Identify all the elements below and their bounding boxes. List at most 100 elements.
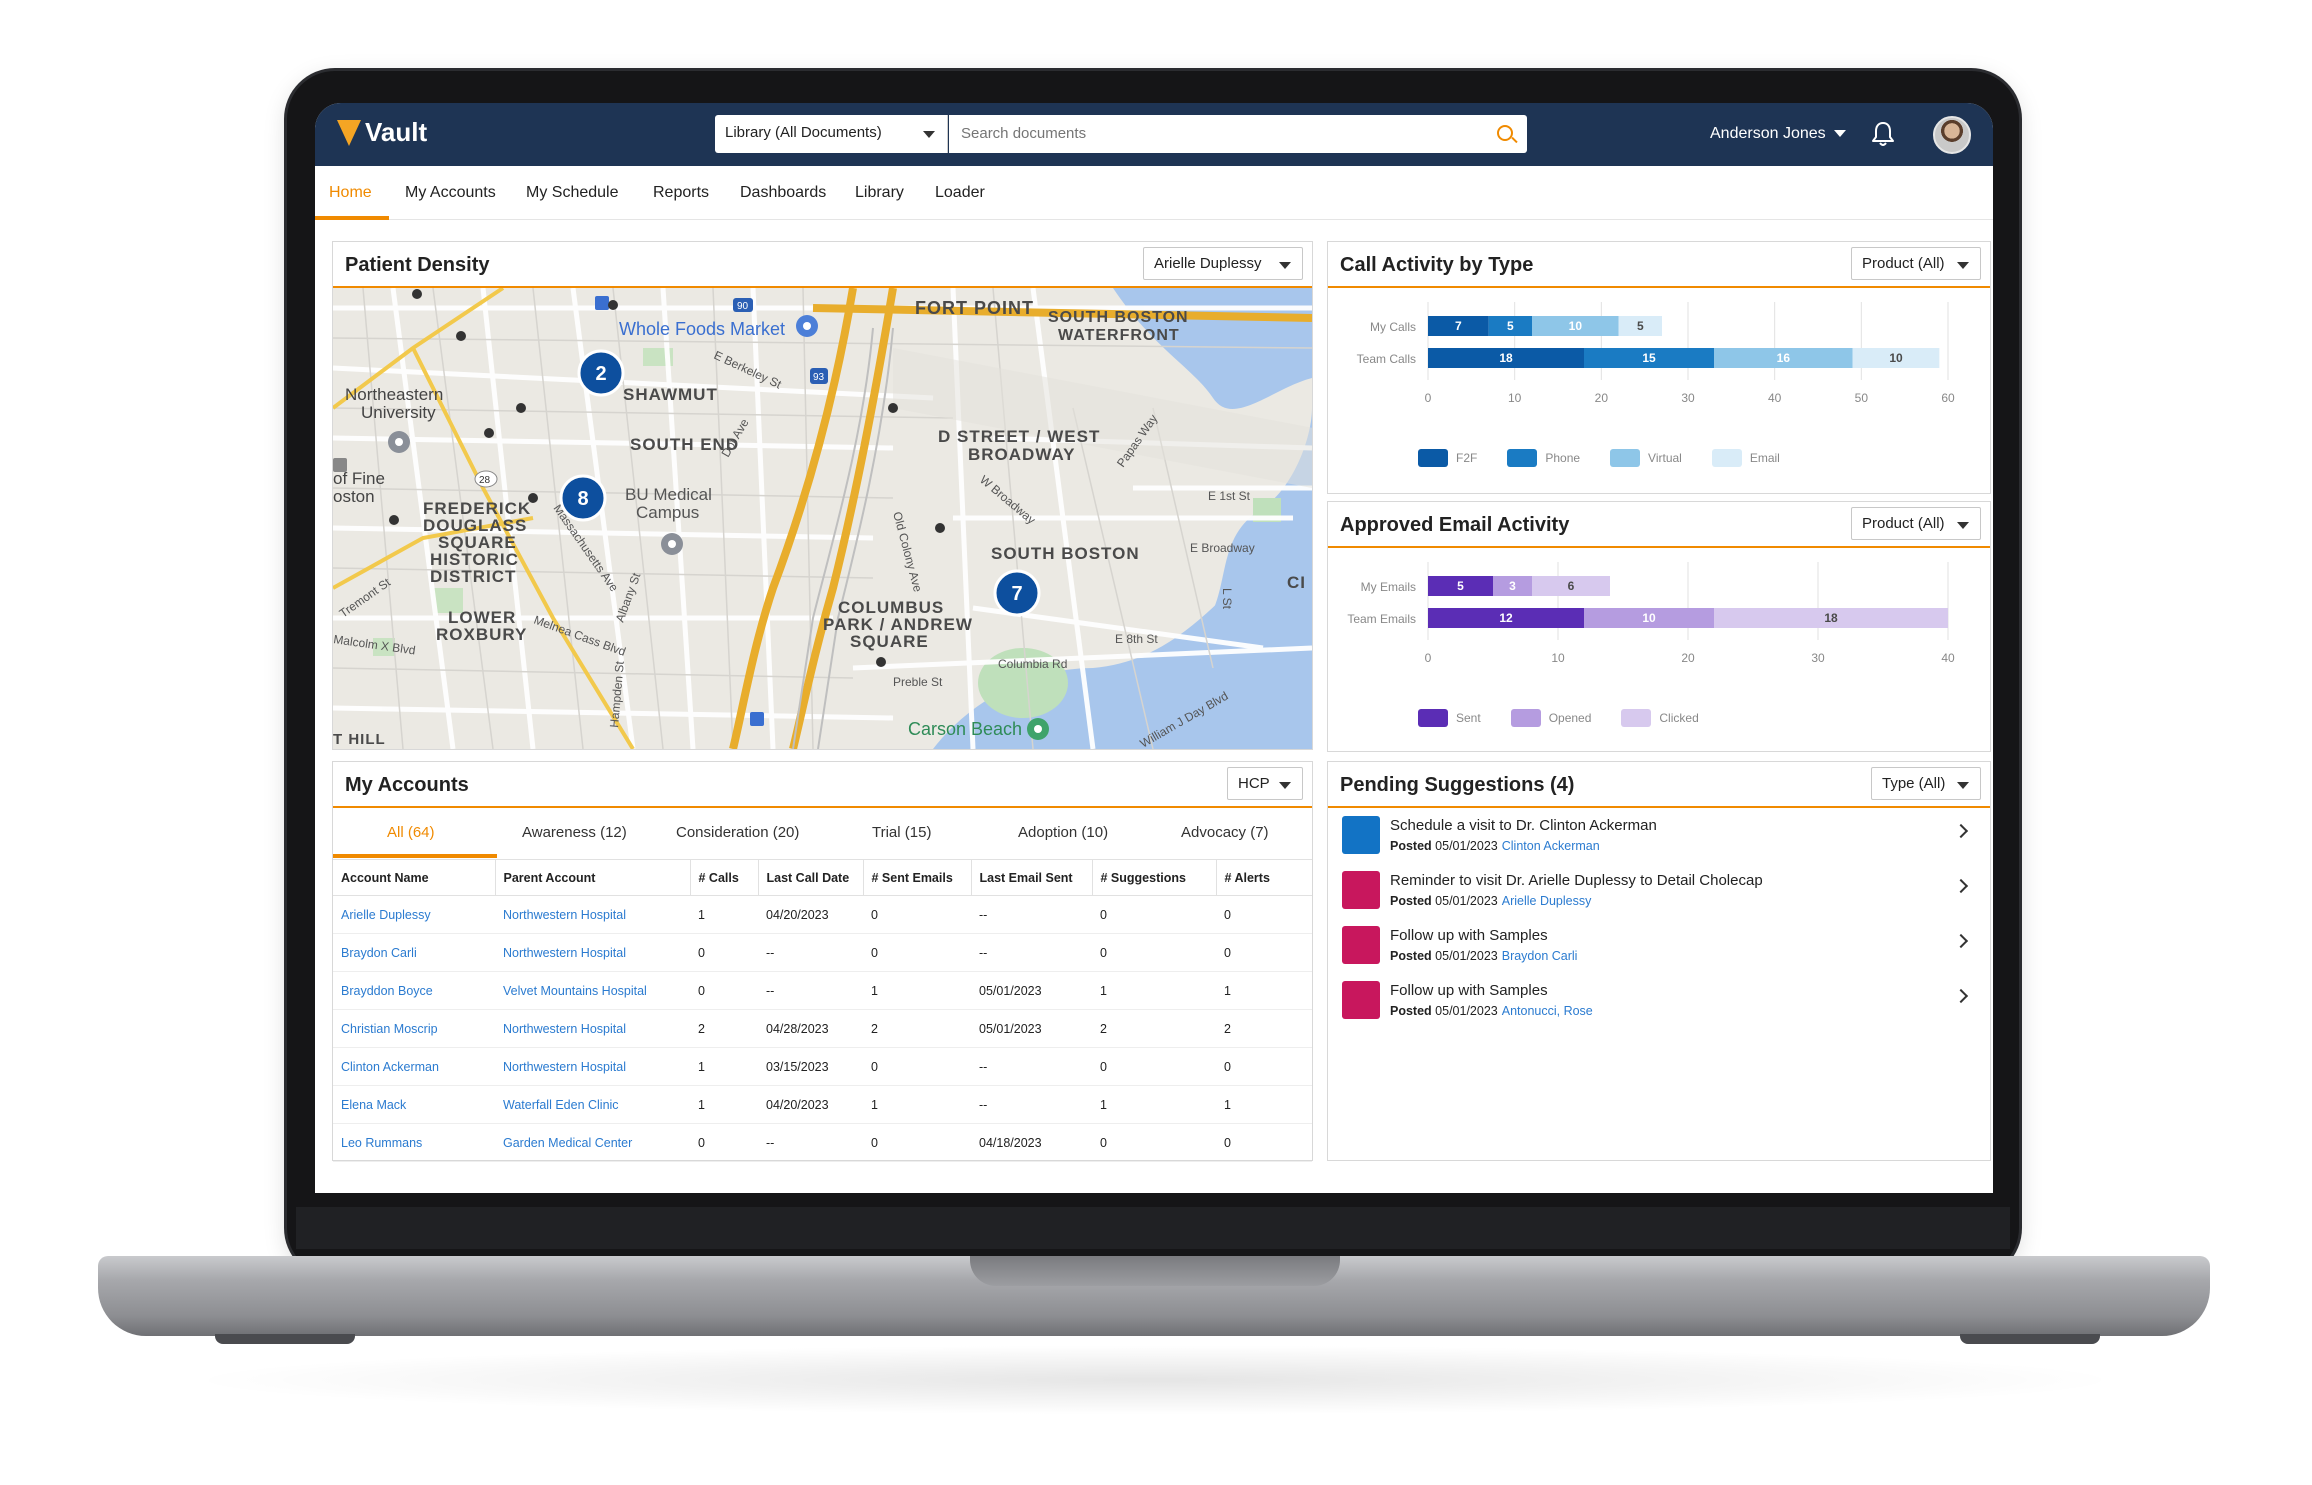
my-accounts-filter[interactable]: HCP (1227, 767, 1303, 800)
map-cluster-marker[interactable]: 8 (559, 474, 607, 522)
chevron-right-icon[interactable] (1953, 823, 1969, 839)
table-row[interactable]: Brayddon Boyce Velvet Mountains Hospital 0… (333, 971, 1312, 1010)
table-row[interactable]: Leo Rummans Garden Medical Center 0 -- 0 04/1… (333, 1123, 1312, 1162)
nav-library[interactable]: Library (855, 184, 904, 201)
parent-account-link[interactable]: Velvet Mountains Hospital (495, 971, 690, 1010)
suggestion-item[interactable]: Follow up with Samples Posted 05/01/2023 A… (1328, 973, 1992, 1028)
tab-adoption[interactable]: Adoption (10) (1018, 824, 1109, 841)
posted-label: Posted (1390, 894, 1432, 908)
suggestion-account-link[interactable]: Antonucci, Rose (1501, 1004, 1593, 1018)
vault-logo[interactable]: Vault (337, 117, 427, 148)
account-name-link[interactable]: Clinton Ackerman (333, 1047, 495, 1086)
account-name-link[interactable]: Arielle Duplessy (333, 895, 495, 934)
map-cluster-marker[interactable]: 2 (577, 349, 625, 397)
nav-loader[interactable]: Loader (935, 184, 985, 201)
suggestion-item[interactable]: Schedule a visit to Dr. Clinton Ackerman… (1328, 808, 1992, 863)
chevron-right-icon[interactable] (1953, 988, 1969, 1004)
bar-segment[interactable] (1493, 576, 1532, 596)
suggestion-account-link[interactable]: Clinton Ackerman (1501, 839, 1600, 853)
column-header[interactable]: # Alerts (1215, 859, 1312, 896)
account-name-link[interactable]: Elena Mack (333, 1085, 495, 1124)
bar-segment[interactable] (1618, 316, 1662, 336)
nav-home[interactable]: Home (329, 184, 372, 201)
bar-segment[interactable] (1488, 316, 1532, 336)
table-row[interactable]: Braydon Carli Northwestern Hospital 0 -- 0 --… (333, 933, 1312, 972)
table-row[interactable]: Elena Mack Waterfall Eden Clinic 1 04/20/20… (333, 1085, 1312, 1124)
account-name-link[interactable]: Brayddon Boyce (333, 971, 495, 1010)
map[interactable]: FORT POINT SOUTH BOSTON WATERFRONT SHAWM… (333, 288, 1312, 749)
table-cell: 2 (690, 1009, 758, 1048)
table-row[interactable]: Christian Moscrip Northwestern Hospital 2 0… (333, 1009, 1312, 1048)
parent-account-link[interactable]: Northwestern Hospital (495, 933, 690, 972)
bar-segment[interactable] (1428, 316, 1489, 336)
account-name-link[interactable]: Braydon Carli (333, 933, 495, 972)
column-header[interactable]: # Sent Emails (862, 859, 971, 896)
legend-item[interactable]: Opened (1510, 709, 1591, 727)
legend-item[interactable]: Phone (1507, 449, 1580, 467)
nav-my-accounts[interactable]: My Accounts (405, 184, 496, 201)
chevron-right-icon[interactable] (1953, 933, 1969, 949)
library-select[interactable]: Library (All Documents) (715, 115, 948, 153)
bar-segment[interactable] (1714, 608, 1948, 628)
account-name-link[interactable]: Leo Rummans (333, 1123, 495, 1162)
suggestion-item[interactable]: Follow up with Samples Posted 05/01/2023 B… (1328, 918, 1992, 973)
bar-segment[interactable] (1532, 316, 1619, 336)
chevron-right-icon[interactable] (1953, 878, 1969, 894)
parent-account-link[interactable]: Northwestern Hospital (495, 895, 690, 934)
search-input[interactable] (949, 115, 1469, 151)
tab-all[interactable]: All (64) (387, 824, 435, 841)
bar-segment[interactable] (1428, 348, 1584, 368)
suggestion-account-link[interactable]: Braydon Carli (1501, 949, 1578, 963)
bar-segment[interactable] (1852, 348, 1940, 368)
map-canvas[interactable]: FORT POINT SOUTH BOSTON WATERFRONT SHAWM… (333, 288, 1312, 749)
bar-segment[interactable] (1428, 576, 1493, 596)
column-header[interactable]: # Calls (689, 859, 758, 896)
account-name-link[interactable]: Christian Moscrip (333, 1009, 495, 1048)
table-cell: 0 (863, 1047, 971, 1086)
table-row[interactable]: Arielle Duplessy Northwestern Hospital 1 04… (333, 895, 1312, 934)
user-menu[interactable]: Anderson Jones (1710, 125, 1846, 143)
tab-advocacy[interactable]: Advocacy (7) (1181, 824, 1269, 841)
bar-segment[interactable] (1714, 348, 1853, 368)
parent-account-link[interactable]: Garden Medical Center (495, 1123, 690, 1162)
suggestion-item[interactable]: Reminder to visit Dr. Arielle Duplessy t… (1328, 863, 1992, 918)
legend-item[interactable]: F2F (1418, 449, 1477, 467)
avatar[interactable] (1933, 116, 1971, 154)
legend-swatch (1621, 709, 1652, 727)
tab-consideration[interactable]: Consideration (20) (676, 824, 800, 841)
email-activity-filter[interactable]: Product (All) (1851, 507, 1981, 540)
bar-value-label: 7 (1455, 319, 1462, 333)
search-icon[interactable] (1497, 125, 1513, 141)
bell-icon[interactable] (1871, 121, 1895, 147)
bar-segment[interactable] (1584, 348, 1714, 368)
map-pin-icon[interactable] (333, 296, 1049, 740)
parent-account-link[interactable]: Northwestern Hospital (495, 1047, 690, 1086)
legend-item[interactable]: Email (1711, 449, 1780, 467)
suggestion-account-link[interactable]: Arielle Duplessy (1501, 894, 1592, 908)
column-header[interactable]: # Suggestions (1091, 859, 1216, 896)
bar-segment[interactable] (1428, 608, 1584, 628)
bar-value-label: 12 (1499, 611, 1513, 625)
column-header[interactable]: Last Email Sent (970, 859, 1092, 896)
column-header[interactable]: Parent Account (494, 859, 690, 896)
call-activity-filter[interactable]: Product (All) (1851, 247, 1981, 280)
tab-trial[interactable]: Trial (15) (872, 824, 932, 841)
nav-my-schedule[interactable]: My Schedule (526, 184, 619, 201)
nav-dashboards[interactable]: Dashboards (740, 184, 827, 201)
bar-segment[interactable] (1584, 608, 1714, 628)
pending-suggestions-filter[interactable]: Type (All) (1871, 767, 1981, 800)
bar-segment[interactable] (1532, 576, 1610, 596)
parent-account-link[interactable]: Waterfall Eden Clinic (495, 1085, 690, 1124)
x-tick-label: 60 (1941, 391, 1955, 405)
column-header[interactable]: Last Call Date (757, 859, 863, 896)
nav-reports[interactable]: Reports (653, 184, 710, 201)
table-row[interactable]: Clinton Ackerman Northwestern Hospital 1 03… (333, 1047, 1312, 1086)
parent-account-link[interactable]: Northwestern Hospital (495, 1009, 690, 1048)
tab-awareness[interactable]: Awareness (12) (522, 824, 627, 841)
legend-item[interactable]: Sent (1418, 709, 1481, 727)
legend-item[interactable]: Virtual (1610, 449, 1682, 467)
map-cluster-marker[interactable]: 7 (993, 569, 1041, 617)
patient-density-filter[interactable]: Arielle Duplessy (1143, 247, 1303, 280)
column-header[interactable]: Account Name (333, 859, 495, 896)
legend-item[interactable]: Clicked (1621, 709, 1699, 727)
